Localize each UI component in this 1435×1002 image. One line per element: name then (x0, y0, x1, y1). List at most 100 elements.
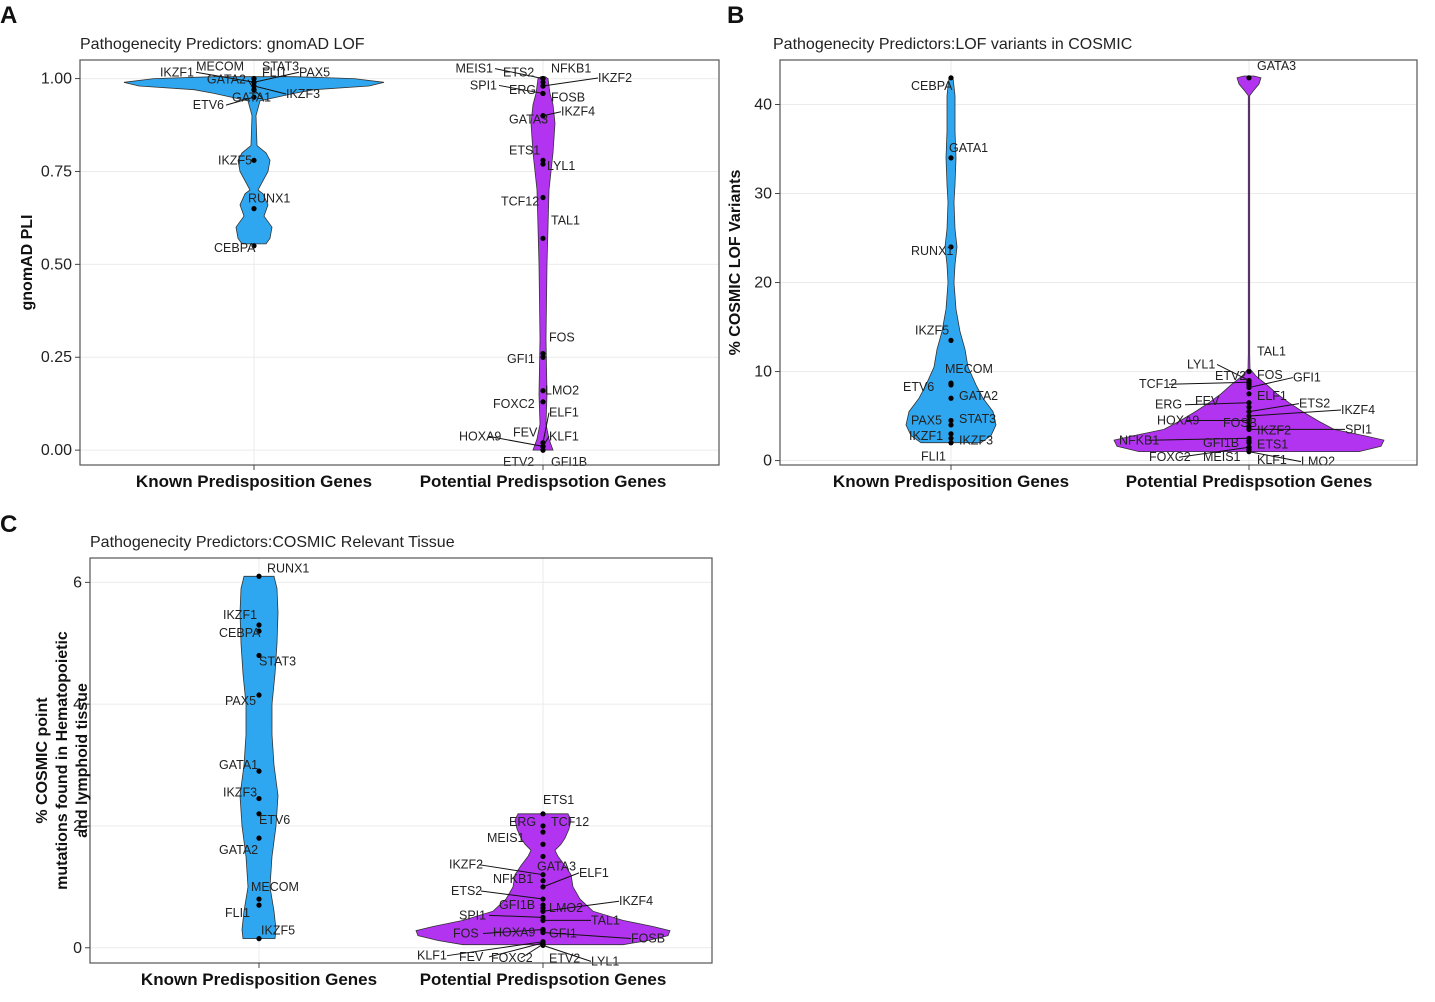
data-point (948, 417, 954, 424)
y-axis-label: gnomAD PLI (19, 215, 36, 311)
y-tick-label: 0.00 (41, 442, 72, 459)
plot-frame (779, 59, 1418, 466)
data-point (1246, 368, 1252, 375)
gene-label: MEIS1 (1203, 450, 1241, 464)
data-point (948, 395, 954, 401)
label-leader (480, 890, 544, 900)
data-point (1246, 404, 1252, 410)
gene-label: ETS1 (509, 143, 540, 157)
data-point (540, 388, 546, 394)
violin-potential (530, 76, 556, 451)
label-leader (498, 84, 544, 94)
data-point (256, 835, 262, 841)
data-point (256, 573, 262, 579)
label-leader (488, 435, 544, 447)
data-point (256, 628, 262, 634)
x-category-label: Potential Predispsotion Genes (420, 472, 667, 491)
gene-label: CEBPA (911, 79, 953, 93)
gene-label: IKZF2 (449, 858, 483, 872)
gene-label: GATA3 (1257, 59, 1296, 73)
gene-label: LYL1 (547, 159, 575, 173)
panel-b: B Pathogenecity Predictors:LOF variants i… (727, 2, 1418, 491)
data-point (251, 243, 257, 249)
y-tick-label: 40 (754, 97, 772, 114)
gene-label: FOXC2 (1149, 450, 1191, 464)
gene-label: ELF1 (549, 406, 579, 420)
gene-label: NFKB1 (493, 872, 533, 886)
label-leader (542, 77, 599, 87)
gene-label: CEBPA (219, 626, 261, 640)
y-axis-label: % COSMIC LOF Variants (727, 169, 744, 355)
data-point (251, 157, 257, 163)
gene-label: ETS2 (503, 65, 534, 79)
gene-label: PAX5 (225, 694, 256, 708)
gene-label: CEBPA (214, 241, 256, 255)
y-tick-label: 2 (73, 818, 82, 835)
gene-label: IKZF1 (160, 65, 194, 79)
gene-label: ETS1 (1257, 438, 1288, 452)
label-leader (542, 932, 632, 940)
data-point (540, 161, 546, 167)
data-point (540, 75, 546, 82)
gene-label: ELF1 (579, 866, 609, 880)
data-point (256, 768, 262, 774)
label-leader (225, 96, 255, 106)
label-leader (542, 412, 550, 443)
gene-label: FEV (459, 950, 484, 964)
plot-frame (89, 557, 713, 964)
plot-frame (79, 59, 720, 466)
gene-label: IKZF1 (223, 608, 257, 622)
label-leader (1184, 402, 1250, 406)
gene-label: HOXA9 (1157, 413, 1199, 427)
label-leader (1178, 446, 1250, 458)
gene-label: ETV6 (193, 98, 224, 112)
label-leader (1248, 377, 1294, 389)
x-category-label: Potential Predispsotion Genes (420, 970, 667, 989)
y-tick-label: 0 (73, 940, 82, 957)
gene-label: MEIS1 (487, 831, 525, 845)
panel-a: A Pathogenecity Predictors: gnomAD LOF MEC… (0, 2, 720, 491)
y-tick-label: 20 (754, 275, 772, 292)
gene-label: GATA3 (509, 113, 548, 127)
gene-label: LMO2 (1301, 455, 1335, 469)
gene-label: IKZF2 (1257, 424, 1291, 438)
gene-label: MECOM (945, 362, 993, 376)
gene-label: TAL1 (1257, 345, 1286, 359)
gene-label: IKZF1 (909, 429, 943, 443)
data-point (948, 422, 954, 428)
data-point (256, 692, 262, 698)
gene-label: FOS (1257, 368, 1283, 382)
gene-label: GATA1 (232, 91, 271, 105)
x-category-label: Known Predisposition Genes (136, 472, 372, 491)
gene-label: FLI1 (921, 450, 946, 464)
gene-label: STAT3 (959, 412, 996, 426)
data-point (948, 244, 954, 250)
gene-label: GFI1B (499, 898, 535, 912)
gene-label: FOXC2 (491, 951, 533, 965)
gene-label: GATA2 (959, 389, 998, 403)
x-category-label: Potential Predispsotion Genes (1126, 472, 1373, 491)
data-point (948, 155, 954, 161)
data-point (948, 337, 954, 343)
y-axis-label: % COSMIC point (34, 697, 51, 824)
gene-label: FOSB (1223, 416, 1257, 430)
gene-label: ETV6 (903, 380, 934, 394)
x-category-label: Known Predisposition Genes (141, 970, 377, 989)
gene-label: SPI1 (459, 908, 486, 922)
label-leader (542, 436, 550, 447)
label-leader (1148, 437, 1250, 441)
data-point (540, 872, 546, 878)
gene-label: TCF12 (501, 194, 539, 208)
gene-label: GATA3 (537, 859, 576, 873)
gene-label: TCF12 (551, 815, 589, 829)
gene-label: FLI1 (262, 65, 287, 79)
data-point (540, 194, 546, 201)
y-axis-label: mutations found in Hematopoietic (54, 631, 71, 890)
y-tick-label: 30 (754, 186, 772, 203)
violin-potential (1113, 75, 1385, 452)
gene-label: KLF1 (1257, 453, 1287, 467)
panel-letter: B (727, 2, 744, 29)
gene-label: ETS2 (451, 884, 482, 898)
gene-label: IKZF5 (915, 323, 949, 337)
